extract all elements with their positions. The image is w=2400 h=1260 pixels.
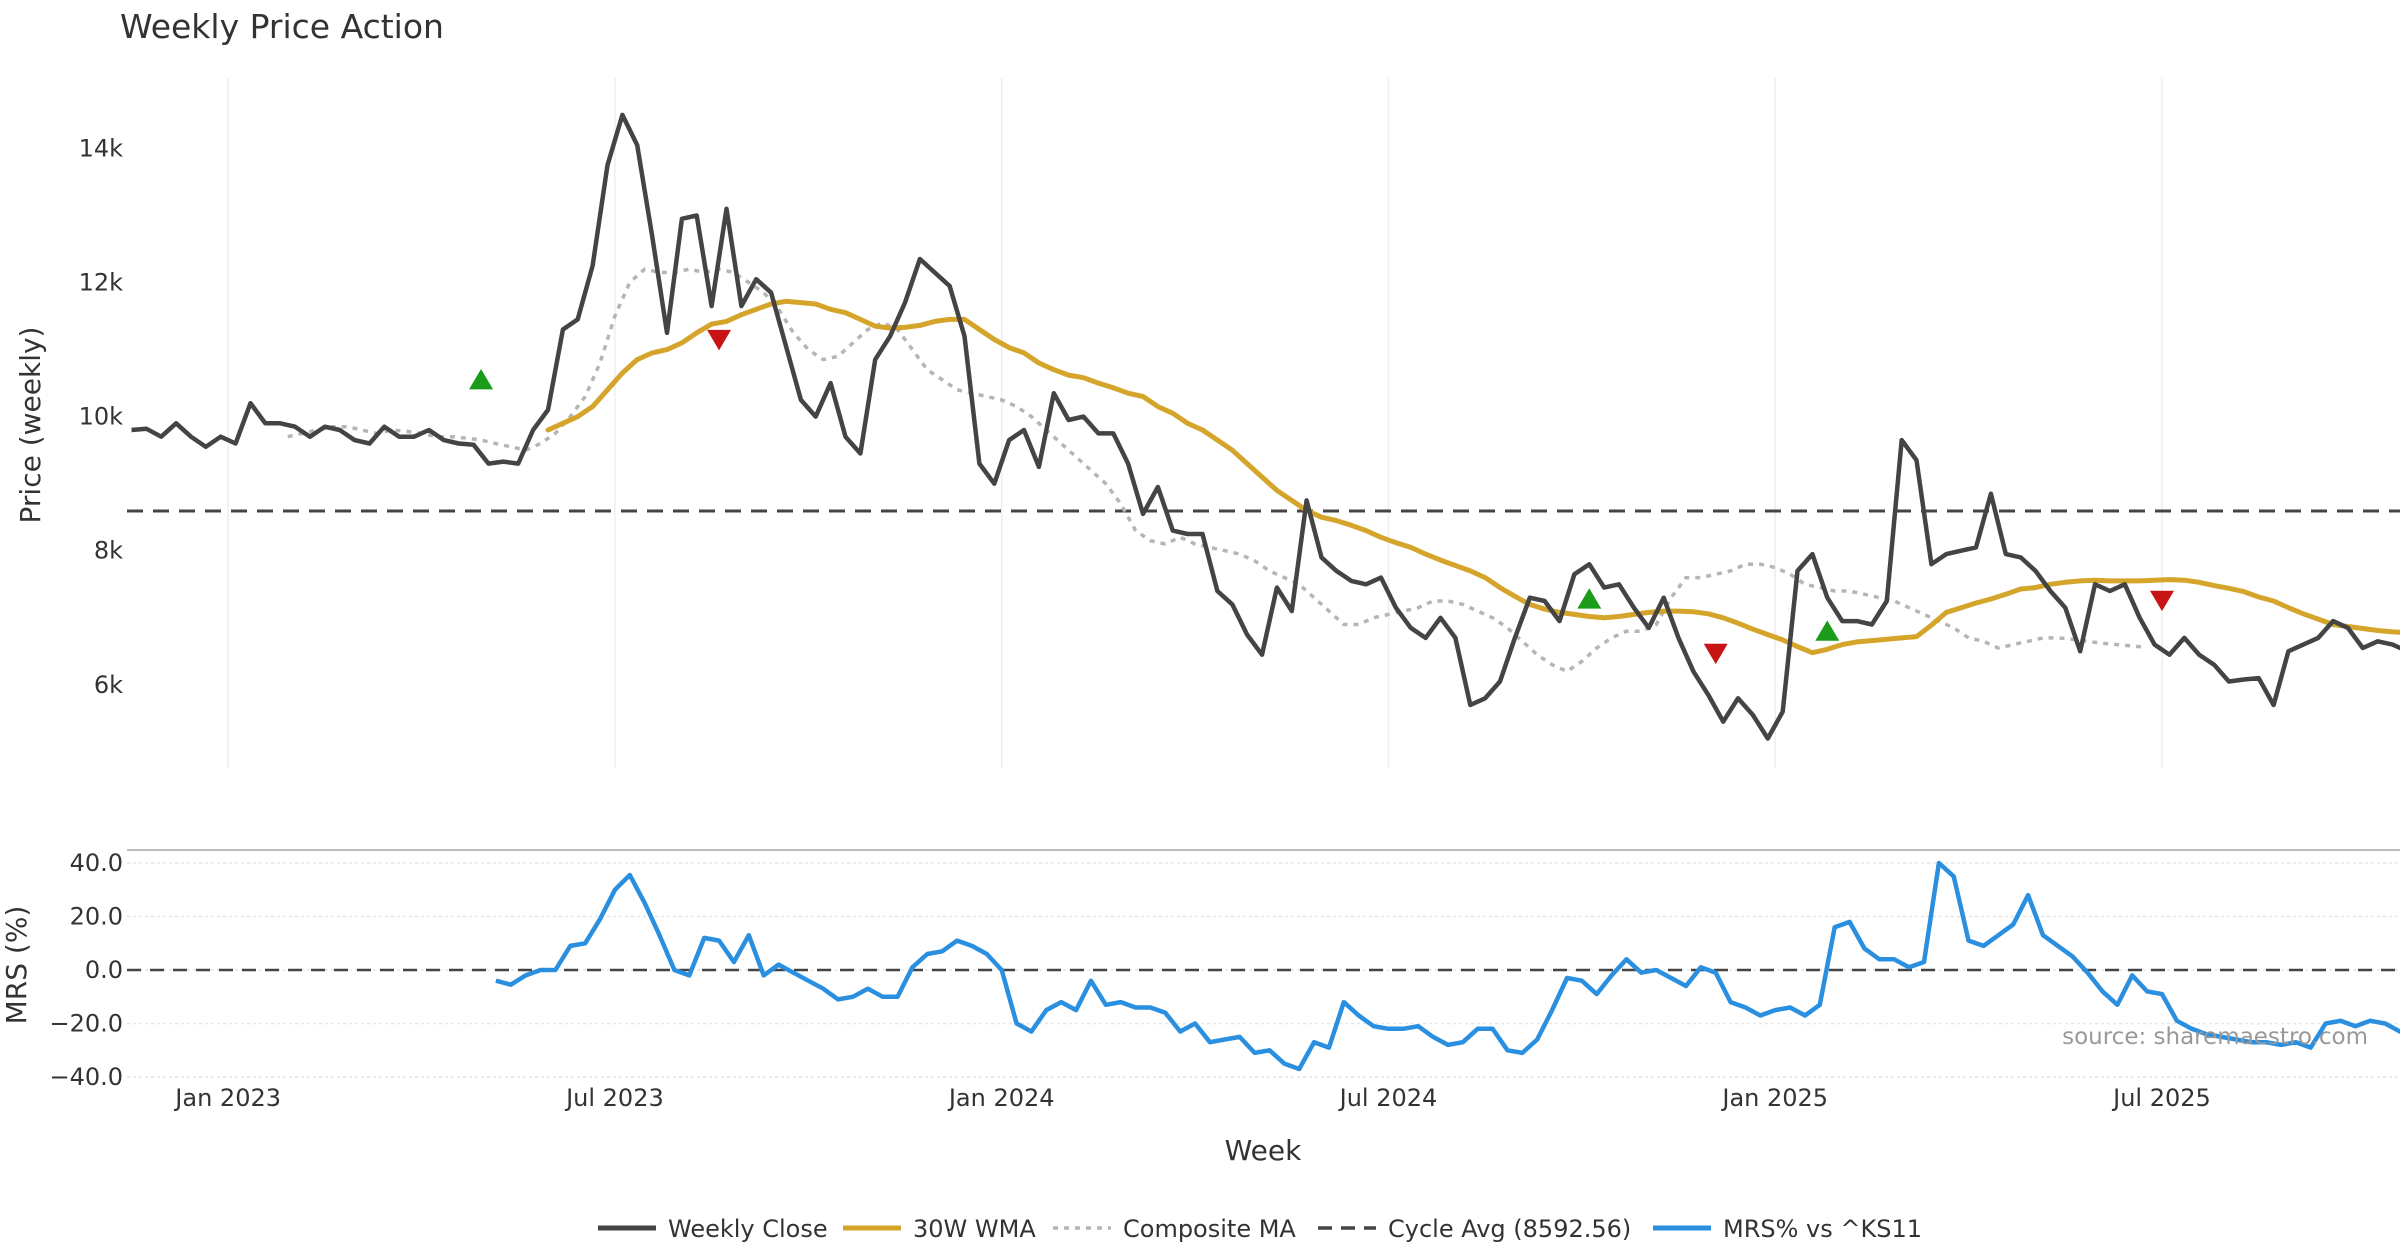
legend: Weekly Close 30W WMA Composite MA Cycle Avg… (598, 1215, 1922, 1243)
x-tick-label: Jan 2023 (173, 1084, 281, 1112)
legend-label-composite: Composite MA (1123, 1215, 1296, 1243)
mrs-y-tick-label: 40.0 (70, 849, 123, 877)
buy-signal-marker (1815, 620, 1840, 641)
price-y-tick-label: 8k (94, 537, 123, 565)
x-tick-label: Jul 2024 (1338, 1084, 1438, 1112)
buy-signal-marker (1577, 588, 1602, 609)
buy-signal-marker (469, 368, 494, 390)
price-panel: 6k 8k 10k 12k 14k (79, 112, 2400, 741)
price-y-tick-label: 14k (79, 134, 124, 162)
mrs-axis-label: MRS (%) (0, 906, 33, 1025)
legend-label-close: Weekly Close (668, 1215, 828, 1243)
source-note: source: sharemaestro.com (2062, 1024, 2368, 1050)
chart-title: Weekly Price Action (120, 7, 444, 46)
mrs-panel: 40.0 20.0 0.0 −20.0 −40.0 (49, 849, 2400, 1091)
price-y-tick-label: 6k (94, 671, 123, 699)
sell-signal-marker (2149, 590, 2174, 612)
price-y-tick-label: 10k (79, 403, 124, 431)
mrs-y-tick-label: −20.0 (49, 1010, 123, 1038)
sell-signal-marker (1703, 643, 1728, 665)
x-tick-label: Jan 2024 (947, 1084, 1055, 1112)
mrs-line (495, 860, 2400, 1072)
legend-label-cycle: Cycle Avg (8592.56) (1388, 1215, 1631, 1243)
legend-label-mrs: MRS% vs ^KS11 (1723, 1215, 1922, 1243)
weekly-close-line (131, 112, 2400, 741)
x-tick-label: Jan 2025 (1720, 1084, 1828, 1112)
mrs-y-tick-label: −40.0 (49, 1063, 123, 1091)
x-tick-label: Jul 2023 (564, 1084, 664, 1112)
legend-label-wma: 30W WMA (913, 1215, 1036, 1243)
wma-30w-line (545, 298, 2400, 656)
sell-signal-marker (707, 329, 732, 351)
mrs-y-tick-label: 20.0 (70, 903, 123, 931)
x-tick-label: Jul 2025 (2111, 1084, 2211, 1112)
x-axis-label: Week (1225, 1134, 1302, 1167)
x-axis-ticks: Jan 2023 Jul 2023 Jan 2024 Jul 2024 Jan 2025… (173, 1084, 2211, 1112)
price-panel-grid (227, 78, 2163, 768)
price-axis-label: Price (weekly) (14, 327, 47, 524)
mrs-y-tick-label: 0.0 (85, 956, 123, 984)
price-y-tick-label: 12k (79, 269, 124, 297)
composite-ma-line (287, 267, 2148, 674)
